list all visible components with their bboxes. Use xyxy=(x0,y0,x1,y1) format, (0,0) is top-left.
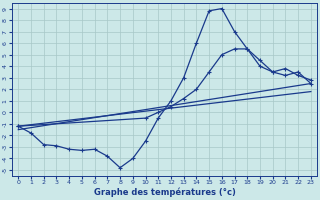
X-axis label: Graphe des températures (°c): Graphe des températures (°c) xyxy=(94,188,236,197)
